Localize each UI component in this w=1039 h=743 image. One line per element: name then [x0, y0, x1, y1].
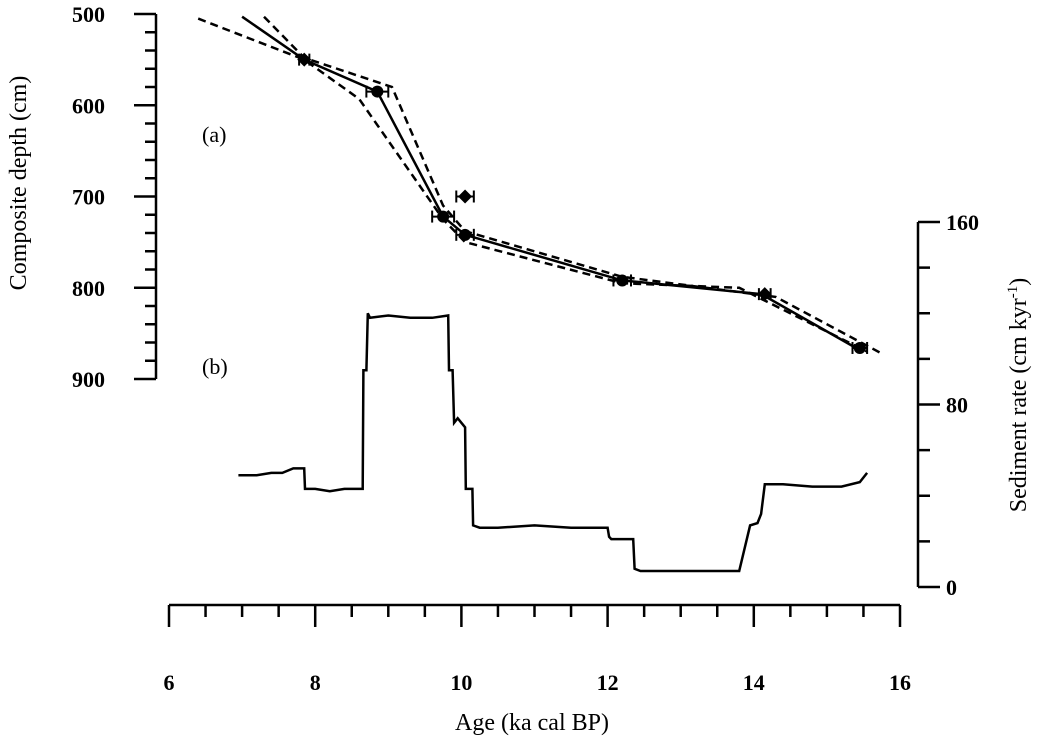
date-point-circle — [616, 274, 629, 287]
date-point-diamond — [458, 189, 473, 204]
sediment-rate-line — [238, 312, 869, 573]
x-tick-label: 16 — [889, 670, 911, 695]
y-left-tick-label: 800 — [72, 276, 105, 301]
y-left-tick-label: 600 — [72, 93, 105, 118]
age-depth-model-line — [241, 15, 857, 350]
y-right-tick-label: 160 — [946, 210, 979, 235]
x-tick-label: 14 — [743, 670, 765, 695]
markers-group — [297, 52, 869, 354]
y-axis-left-title: Composite depth (cm) — [6, 76, 32, 291]
y-left-tick-label: 500 — [72, 2, 105, 27]
x-tick-label: 10 — [450, 670, 472, 695]
y-left-tick-label: 900 — [72, 367, 105, 392]
confidence-bound-line — [263, 15, 883, 355]
panel-label-a: (a) — [202, 122, 226, 147]
confidence-bound-line — [197, 17, 868, 353]
date-point-circle — [853, 341, 866, 354]
y-axis-right-title-main: Sediment rate (cm kyr — [1006, 298, 1032, 512]
date-point-circle — [437, 210, 450, 223]
x-tick-label: 12 — [597, 670, 619, 695]
x-axis-title: Age (ka cal BP) — [455, 710, 609, 736]
date-point-diamond — [297, 52, 312, 67]
x-tick-label: 6 — [164, 670, 175, 695]
x-tick-label: 8 — [310, 670, 321, 695]
y-right-tick-label: 0 — [946, 575, 957, 600]
panel-label-b: (b) — [202, 354, 228, 379]
series-group — [197, 15, 883, 573]
date-point-circle — [459, 228, 472, 241]
y-right-tick-label: 80 — [946, 393, 968, 418]
axes-group: 6 8 10 12 14 16 500 600 700 800 900 0 80 160 — [72, 2, 979, 695]
y-axis-right-title-close: ) — [1006, 278, 1032, 286]
y-axis-right-title: Sediment rate (cm kyr-1) — [1005, 278, 1032, 512]
date-point-diamond — [757, 287, 772, 302]
date-point-circle — [371, 85, 384, 98]
y-axis-right-title-sup: -1 — [1005, 286, 1021, 299]
y-left-tick-label: 700 — [72, 185, 105, 210]
